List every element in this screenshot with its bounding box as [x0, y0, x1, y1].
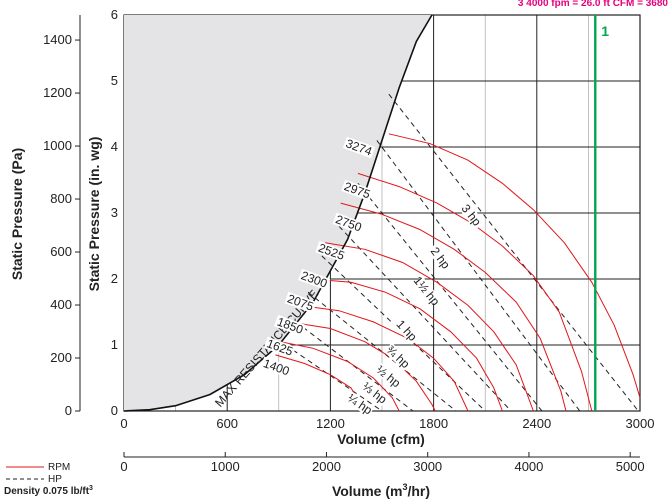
rpm-line [388, 133, 641, 398]
rpm-line [280, 341, 400, 412]
hp-label-bg [392, 316, 421, 345]
header-note: 3 4000 fpm = 26.0 ft CFM = 3680 [518, 0, 669, 9]
rpm-label-bg [298, 268, 331, 291]
rpm-label-bg [263, 336, 296, 359]
x2-tick-label: 2000 [312, 459, 341, 474]
density-prefix: Density 0.075 lb/ft [4, 486, 90, 497]
rpm-label-bg [273, 314, 307, 337]
density-sup: 3 [89, 485, 93, 492]
x-tick-label: 600 [216, 416, 238, 431]
y2-tick-label: 1200 [43, 85, 72, 100]
y2-tick-label: 800 [50, 191, 72, 206]
hp-label-bg [427, 243, 454, 273]
rpm-line [357, 172, 593, 412]
y-tick-label: 2 [111, 271, 118, 286]
rpm-label-bg [342, 136, 376, 159]
y2-axis-title: Static Pressure (Pa) [9, 148, 25, 280]
x-axis-title: Volume (cfm) [337, 431, 425, 447]
x2-tick-label: 0 [120, 459, 127, 474]
hp-line [388, 93, 639, 412]
y-axis-title: Static Pressure (in. wg) [86, 137, 102, 292]
hp-label-bg [344, 391, 375, 417]
y-tick-label: 5 [111, 73, 118, 88]
rpm-label: 1400 [261, 356, 291, 378]
max-resistance-shaded-region [124, 15, 432, 411]
y-tick-label: 6 [111, 7, 118, 22]
legend-rpm-label: RPM [48, 462, 70, 473]
x2-tick-label: 3000 [413, 459, 442, 474]
hp-line [338, 225, 512, 412]
hp-label-bg [359, 379, 390, 407]
x-tick-label: 1200 [316, 416, 345, 431]
x-tick-label: 1800 [419, 416, 448, 431]
x2-title-suffix: /hr) [407, 483, 430, 499]
y2-tick-label: 200 [50, 350, 72, 365]
x-tick-label: 0 [120, 416, 127, 431]
y2-tick-label: 1400 [43, 32, 72, 47]
y2-tick-label: 0 [65, 403, 72, 418]
x2-tick-label: 5000 [616, 459, 645, 474]
rpm-label-bg [315, 240, 348, 263]
x-tick-label: 3000 [626, 416, 655, 431]
x2-tick-label: 4000 [514, 459, 543, 474]
rpm-label-bg [284, 291, 317, 314]
x2-title-sup: 3 [402, 482, 407, 492]
y-tick-label: 3 [111, 205, 118, 220]
legend-hp-label: HP [48, 474, 62, 485]
y2-tick-label: 1000 [43, 138, 72, 153]
y2-tick-label: 400 [50, 297, 72, 312]
x2-axis-title: Volume (m3/hr) [332, 482, 430, 499]
rpm-line [311, 278, 503, 412]
hp-label-bg [413, 276, 441, 306]
hp-label-bg [457, 200, 485, 230]
hp-line [376, 140, 581, 412]
x2-tick-label: 1000 [211, 459, 240, 474]
hp-line [285, 344, 383, 412]
hp-label-bg [373, 362, 404, 390]
hp-line [357, 182, 543, 412]
rpm-label-bg [260, 356, 293, 379]
rpm-line [325, 242, 534, 412]
marker-label: 1 [601, 23, 609, 39]
y-tick-label: 4 [111, 139, 118, 154]
legend-density: Density 0.075 lb/ft3 [4, 485, 93, 497]
rpm-label-bg [332, 212, 365, 235]
x2-title-prefix: Volume (m [332, 483, 403, 499]
x-tick-label: 2400 [522, 416, 551, 431]
rpm-label-bg [341, 179, 374, 202]
y-tick-label: 1 [111, 337, 118, 352]
y-tick-label: 0 [111, 403, 118, 418]
hp-label-bg [383, 342, 413, 371]
y2-tick-label: 600 [50, 244, 72, 259]
rpm-line [340, 202, 567, 412]
